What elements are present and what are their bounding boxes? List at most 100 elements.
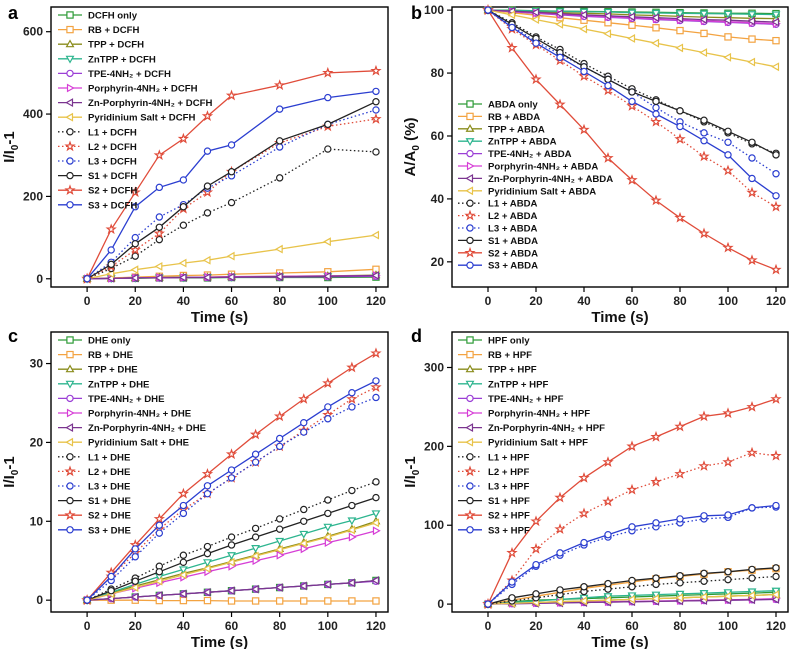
legend-label: S3 + HPF [488, 525, 530, 536]
data-point [178, 273, 187, 282]
legend-marker [66, 453, 74, 461]
data-point [300, 597, 308, 605]
legend-marker [465, 124, 475, 132]
data-point [628, 97, 636, 106]
data-point [652, 110, 660, 118]
plot-frame [451, 331, 789, 613]
data-point [107, 572, 115, 581]
legend-item: ZnTPP + DHE [58, 379, 150, 390]
data-point [250, 551, 259, 561]
legend-label: ZnTPP + ABDA [488, 137, 557, 148]
data-point [578, 123, 590, 135]
data-point [579, 24, 588, 34]
data-point [675, 43, 684, 53]
x-tick-label: 0 [84, 294, 91, 308]
legend-item: S1 + HPF [458, 496, 530, 507]
series-pyridinium-salt-hpf [483, 590, 780, 609]
legend-item: Pyridinium Salt + DHE [58, 438, 190, 449]
data-point [274, 272, 283, 282]
legend-label: S3 + ABDA [488, 261, 538, 272]
data-point [604, 531, 612, 539]
data-point [507, 10, 516, 20]
data-point [724, 151, 732, 159]
x-tick-label: 60 [225, 294, 239, 308]
data-point [652, 103, 660, 112]
legend-label: L1 + HPF [488, 452, 529, 463]
data-point [130, 265, 139, 275]
legend-item: RB + DHE [58, 350, 134, 361]
legend-item: TPE-4NH₂ + DHE [58, 394, 165, 405]
data-point [506, 546, 518, 558]
y-tick-label: 30 [30, 357, 44, 371]
x-tick-label: 60 [225, 619, 239, 633]
legend-label: ZnTPP + HPF [488, 379, 548, 390]
data-point [179, 203, 188, 211]
data-point [251, 524, 260, 533]
legend-marker [66, 69, 74, 78]
legend-item: TPE-4NH₂ + ABDA [458, 149, 572, 160]
legend-item: Zn-Porphyrin-4NH₂ + HPF [458, 423, 605, 434]
data-point [652, 24, 660, 32]
data-point [129, 186, 141, 198]
data-point [227, 141, 236, 149]
data-point [578, 70, 590, 82]
data-point [675, 10, 685, 19]
legend-label: L2 + DHE [88, 467, 131, 478]
data-point [225, 448, 238, 460]
legend-marker [66, 157, 74, 165]
data-point [275, 434, 284, 443]
legend-item: S1 + DCFH [58, 171, 137, 182]
legend-marker [64, 140, 76, 152]
legend-label: HPF only [488, 336, 530, 347]
x-tick-label: 120 [766, 619, 786, 633]
data-point [371, 230, 380, 240]
legend-marker [466, 526, 474, 534]
legend-label: L2 + ABDA [488, 211, 538, 222]
y-tick-label: 0 [437, 597, 444, 611]
data-point [724, 575, 732, 584]
data-point [604, 579, 612, 588]
legend-item: S2 + DCFH [58, 184, 137, 197]
legend-item: L2 + HPF [458, 465, 529, 478]
legend-item: L3 + ABDA [458, 224, 538, 235]
legend-item: Zn-Porphyrin-4NH₂ + DHE [58, 423, 207, 434]
legend-label: TPE-4NH₂ + DHE [88, 394, 165, 405]
legend-marker [466, 350, 474, 359]
y-tick-label: 0 [36, 272, 43, 286]
data-point [532, 560, 540, 569]
legend-label: ABDA only [488, 100, 538, 111]
data-point [179, 558, 188, 567]
data-point [579, 10, 588, 20]
legend-marker [66, 336, 74, 344]
data-point [771, 11, 781, 20]
data-point [555, 597, 564, 607]
legend-label: L3 + ABDA [488, 224, 538, 235]
data-point [372, 493, 380, 502]
panel-b: b 0 20 40 60 80 100 120 20 40 60 80 100 Time (s) A/A0 … [402, 3, 789, 326]
x-tick-label: 120 [366, 619, 386, 633]
y-tick-label: 20 [431, 255, 445, 269]
data-point [153, 512, 165, 524]
legend-marker [65, 55, 75, 64]
x-tick-label: 120 [766, 294, 786, 308]
data-point [324, 415, 332, 423]
data-point [372, 377, 380, 385]
data-point [275, 442, 284, 451]
data-point [227, 552, 236, 560]
legend-item: L3 + DHE [58, 482, 131, 493]
legend-label: S2 + ABDA [488, 248, 538, 259]
data-point [227, 466, 236, 474]
data-point [226, 586, 235, 596]
legend-label: RB + DCFH [88, 25, 140, 36]
data-point [626, 100, 638, 111]
data-point [153, 149, 165, 161]
legend-label: Porphyrin-4NH₂ + HPF [488, 409, 590, 420]
legend-marker [464, 209, 476, 221]
data-point [771, 17, 780, 27]
data-point [324, 403, 332, 411]
data-point [628, 21, 636, 29]
data-point [652, 580, 660, 589]
data-point [531, 15, 540, 25]
data-point [698, 410, 710, 422]
y-axis-label: I/I0-1 [402, 456, 422, 487]
